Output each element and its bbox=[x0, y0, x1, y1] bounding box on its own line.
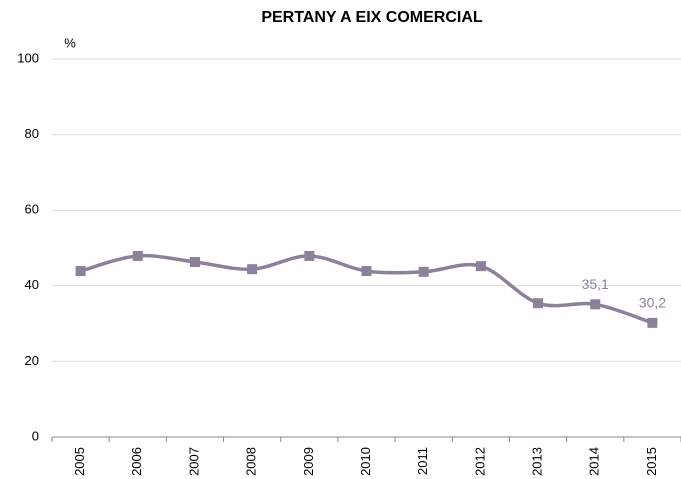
marker bbox=[132, 250, 143, 261]
data-label: 30,2 bbox=[639, 295, 666, 311]
x-tick-label: 2012 bbox=[472, 447, 487, 476]
marker bbox=[475, 261, 486, 272]
y-tick-label: 0 bbox=[32, 428, 39, 443]
y-tick-label: 20 bbox=[25, 353, 39, 368]
x-tick-label: 2009 bbox=[301, 447, 316, 476]
line bbox=[80, 253, 653, 325]
marker bbox=[418, 266, 429, 277]
marker bbox=[189, 256, 200, 267]
marker bbox=[361, 266, 372, 277]
x-tick-label: 2011 bbox=[415, 447, 430, 475]
marker bbox=[247, 264, 258, 275]
y-tick-label: 40 bbox=[25, 277, 39, 292]
y-tick-label: 60 bbox=[25, 202, 39, 217]
x-tick-label: 2015 bbox=[644, 447, 659, 476]
data-label: 35,1 bbox=[582, 276, 609, 292]
y-tick-label: 100 bbox=[17, 50, 39, 65]
marker bbox=[590, 299, 601, 310]
marker bbox=[304, 250, 315, 261]
y-tick-label: 80 bbox=[25, 126, 39, 141]
y-axis-label: % bbox=[64, 35, 76, 50]
marker bbox=[647, 317, 658, 328]
x-tick-label: 2007 bbox=[186, 447, 201, 476]
marker bbox=[75, 266, 86, 277]
x-tick-label: 2014 bbox=[587, 447, 602, 476]
x-tick-label: 2005 bbox=[72, 447, 87, 476]
marker bbox=[533, 298, 544, 309]
chart-title: PERTANY A EIX COMERCIAL bbox=[261, 9, 483, 26]
x-tick-label: 2006 bbox=[129, 447, 144, 476]
x-tick-label: 2010 bbox=[358, 447, 373, 476]
x-tick-label: 2008 bbox=[244, 447, 259, 476]
x-tick-label: 2013 bbox=[529, 447, 544, 476]
